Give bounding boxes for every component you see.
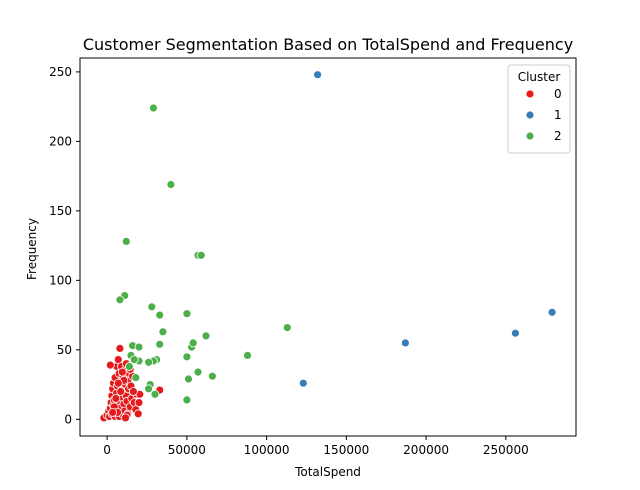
y-tick-label: 150 xyxy=(49,204,72,218)
data-point xyxy=(155,339,165,349)
data-point xyxy=(133,409,143,419)
data-point xyxy=(182,352,192,362)
x-tick-label: 150000 xyxy=(323,443,369,457)
data-point xyxy=(207,371,217,381)
legend: Cluster 0 1 2 xyxy=(507,64,571,154)
legend-box xyxy=(507,64,571,154)
data-point xyxy=(124,362,134,371)
data-point xyxy=(155,310,165,320)
points-layer xyxy=(99,70,557,423)
y-tick-label: 200 xyxy=(49,134,72,148)
data-point xyxy=(134,398,144,408)
data-point xyxy=(166,180,176,189)
series-cluster-1 xyxy=(298,70,557,388)
data-point xyxy=(182,395,192,405)
x-tick-label: 50000 xyxy=(168,443,206,457)
data-point xyxy=(158,327,168,337)
data-point xyxy=(282,323,292,333)
data-point xyxy=(115,343,125,353)
data-point xyxy=(184,374,193,384)
data-point xyxy=(111,394,121,403)
legend-label: 2 xyxy=(554,129,562,143)
series-cluster-2 xyxy=(115,103,292,405)
x-tick-label: 250000 xyxy=(483,443,529,457)
data-point xyxy=(108,407,118,417)
x-tick-label: 100000 xyxy=(244,443,290,457)
plot-area xyxy=(79,57,577,437)
data-point xyxy=(147,302,157,312)
data-point xyxy=(400,338,410,348)
data-point xyxy=(547,307,557,317)
plot-frame xyxy=(79,57,577,437)
data-point xyxy=(134,342,144,352)
data-point xyxy=(121,236,131,246)
data-point xyxy=(243,350,252,360)
data-point xyxy=(193,367,203,377)
data-point xyxy=(298,378,308,388)
data-point xyxy=(105,360,115,370)
data-point xyxy=(188,338,198,348)
y-tick-label: 100 xyxy=(49,273,72,287)
y-tick-label: 0 xyxy=(64,412,72,426)
x-tick-label: 0 xyxy=(103,443,111,457)
chart-title: Customer Segmentation Based on TotalSpen… xyxy=(83,35,573,54)
data-point xyxy=(144,384,154,394)
legend-title: Cluster xyxy=(518,70,561,84)
legend-marker xyxy=(525,110,535,120)
series-cluster-0 xyxy=(99,343,165,423)
data-point xyxy=(511,328,520,338)
legend-marker xyxy=(525,89,535,99)
data-point xyxy=(150,389,160,399)
data-point xyxy=(148,103,158,113)
data-point xyxy=(117,367,127,377)
legend-label: 0 xyxy=(554,87,562,101)
y-tick-label: 50 xyxy=(57,343,72,357)
x-axis-label: TotalSpend xyxy=(294,465,361,479)
y-axis-label: Frequency xyxy=(25,218,39,280)
data-point xyxy=(131,373,141,383)
legend-marker xyxy=(525,131,535,141)
data-point xyxy=(313,70,323,80)
data-point xyxy=(144,357,154,367)
axes: 0 50000 100000 150000 200000 250000 0 50 100 150 2… xyxy=(49,65,529,457)
data-point xyxy=(201,331,211,341)
data-point xyxy=(115,295,125,305)
legend-label: 1 xyxy=(554,108,562,122)
data-point xyxy=(182,309,192,319)
data-point xyxy=(121,413,130,423)
data-point xyxy=(128,387,138,396)
x-tick-label: 200000 xyxy=(403,443,449,457)
data-point xyxy=(196,250,206,260)
data-point xyxy=(116,387,126,396)
data-point xyxy=(129,355,139,365)
y-tick-label: 250 xyxy=(49,65,72,79)
data-point xyxy=(113,378,123,388)
